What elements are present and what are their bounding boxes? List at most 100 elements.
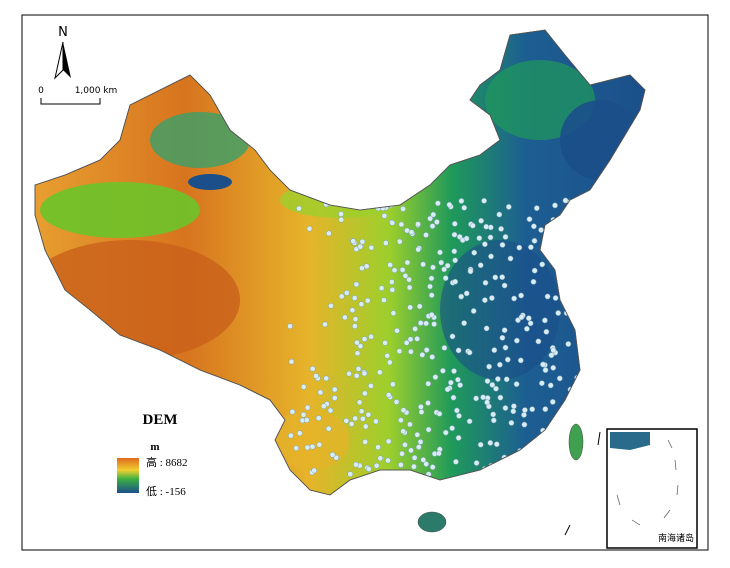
station-dot [304, 444, 311, 451]
station-dot [406, 284, 413, 291]
station-dot [362, 439, 369, 445]
station-dot [505, 456, 512, 462]
station-dot [404, 259, 411, 266]
station-dot [338, 216, 345, 223]
station-dot [288, 358, 295, 365]
station-dot [354, 350, 361, 357]
station-dot [451, 220, 458, 227]
station-dot [473, 460, 480, 466]
station-dot [327, 407, 334, 414]
station-dot [309, 443, 316, 450]
station-dot [455, 376, 461, 383]
station-dot [430, 211, 437, 218]
station-dot [440, 367, 446, 374]
station-dot [438, 259, 445, 266]
station-dot [542, 367, 549, 373]
station-dot [416, 303, 423, 310]
station-dot [486, 363, 492, 370]
station-dot [556, 375, 563, 382]
station-dot [363, 263, 370, 270]
station-dot [496, 211, 503, 218]
station-dot [526, 216, 533, 223]
station-dot [552, 229, 559, 236]
station-dot [527, 472, 534, 479]
station-dot [436, 410, 443, 417]
station-dot [470, 308, 477, 314]
station-dot [451, 368, 457, 374]
station-dot [296, 205, 302, 212]
station-dot [488, 253, 494, 260]
station-dot [533, 446, 540, 452]
station-dot [300, 411, 307, 418]
station-dot [501, 282, 508, 289]
station-dot [402, 272, 409, 279]
station-dot [362, 423, 369, 430]
station-dot [346, 370, 352, 377]
station-dot [484, 378, 491, 384]
station-dot [544, 462, 551, 469]
station-dot [331, 386, 338, 393]
station-dot [531, 223, 537, 230]
station-dot [420, 457, 427, 463]
station-dot [356, 399, 363, 406]
north-arrow [54, 41, 64, 80]
station-dot [513, 381, 520, 387]
station-dot [407, 304, 413, 311]
station-dot [550, 364, 557, 371]
station-dot [565, 341, 572, 347]
station-dots [287, 197, 582, 483]
station-dot [408, 447, 414, 454]
station-dot [442, 275, 449, 281]
station-dot [562, 408, 569, 415]
station-dot [415, 444, 422, 450]
station-dot [559, 468, 566, 475]
station-dot [553, 224, 560, 230]
station-dot [300, 384, 307, 390]
station-dot [361, 336, 368, 342]
station-dot [353, 281, 360, 288]
station-dot [347, 471, 354, 477]
station-dot [451, 231, 458, 238]
station-dot [423, 232, 429, 238]
station-dot [555, 263, 562, 270]
station-dot [437, 249, 443, 256]
station-dot [487, 234, 494, 241]
station-dot [529, 406, 536, 413]
station-dot [549, 399, 556, 405]
station-dot [505, 204, 512, 210]
station-dot [342, 314, 348, 321]
station-dot [540, 361, 546, 368]
station-dot [355, 365, 362, 372]
station-dot [477, 262, 484, 269]
station-dot [564, 222, 571, 229]
station-dot [572, 321, 579, 328]
station-dot [444, 386, 451, 393]
station-dot [323, 375, 330, 382]
station-dot [502, 405, 509, 411]
station-dot [574, 229, 581, 235]
station-dot [552, 295, 559, 301]
station-dot [407, 421, 413, 428]
station-dot [414, 335, 420, 342]
station-dot [353, 461, 359, 468]
station-dot [313, 373, 319, 379]
station-dot [467, 268, 474, 275]
station-dot [435, 200, 441, 207]
station-dot [296, 430, 303, 437]
station-dot [288, 471, 294, 477]
station-dot [391, 267, 398, 274]
station-dot [304, 404, 311, 411]
station-dot [365, 466, 372, 472]
scale-bar [40, 98, 101, 105]
station-dot [289, 408, 296, 415]
station-dot [384, 352, 391, 359]
station-dot [375, 444, 381, 451]
station-dot [338, 211, 344, 217]
station-dot [482, 279, 489, 286]
map-frame [21, 14, 709, 551]
station-dot [400, 428, 407, 435]
station-dot [418, 409, 425, 415]
station-dot [436, 450, 442, 457]
station-dot [456, 413, 462, 419]
